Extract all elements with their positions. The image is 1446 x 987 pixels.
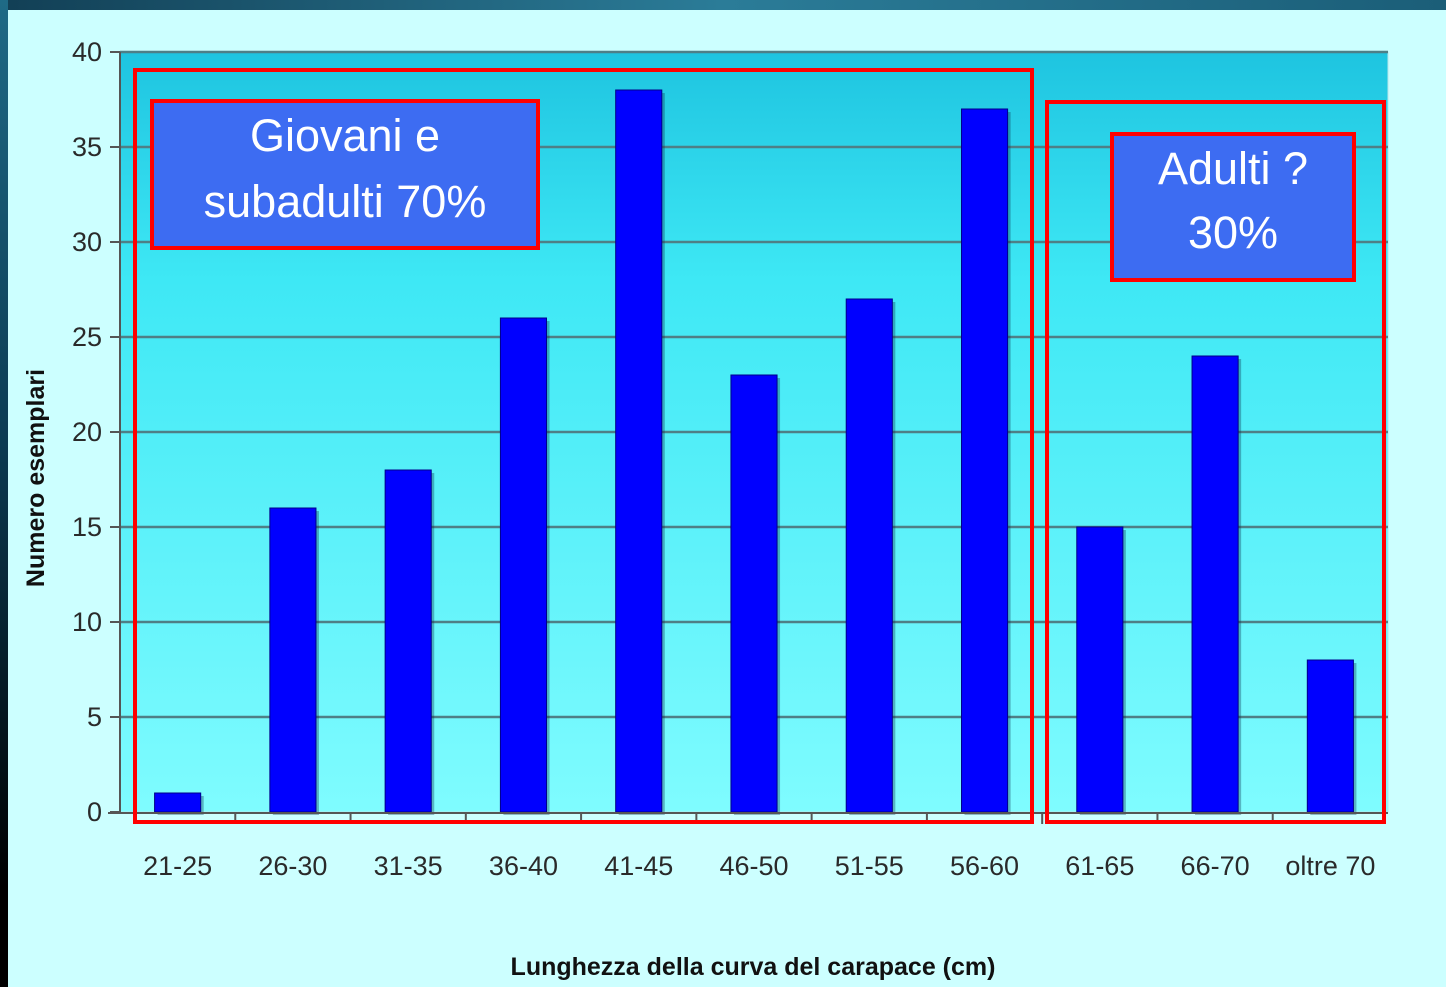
y-tick-label: 10 xyxy=(72,607,102,637)
x-tick-label: 51-55 xyxy=(835,851,904,881)
x-tick-label: 46-50 xyxy=(719,851,788,881)
group-young-frame xyxy=(133,68,1034,824)
bar-41-45 xyxy=(615,89,663,813)
group-young-subadult: Giovani e subadulti 70% xyxy=(133,68,1034,824)
bar-61-65 xyxy=(1076,526,1124,813)
group-adult-label-line1: Adulti ? xyxy=(1158,143,1308,194)
x-tick-label: oltre 70 xyxy=(1285,851,1375,881)
y-tick-label: 15 xyxy=(72,512,102,542)
y-tick-label: 20 xyxy=(72,417,102,447)
y-tick-label: 25 xyxy=(72,322,102,352)
group-adult-frame xyxy=(1045,100,1386,824)
bar-26-30 xyxy=(269,507,317,813)
y-tick-label: 30 xyxy=(72,227,102,257)
y-tick-label: 5 xyxy=(87,702,102,732)
bars xyxy=(154,89,1357,815)
x-tick-label: 26-30 xyxy=(258,851,327,881)
group-young-label-box xyxy=(150,99,540,250)
x-axis-title: Lunghezza della curva del carapace (cm) xyxy=(511,953,996,981)
x-tick-label: 36-40 xyxy=(489,851,558,881)
bar-51-55 xyxy=(845,298,893,813)
group-adult-label-line2: 30% xyxy=(1188,207,1278,258)
y-tick-label: 35 xyxy=(72,132,102,162)
x-axis-ticks: 21-25 26-30 31-35 36-40 41-45 46-50 51-55 56-60… xyxy=(143,812,1375,881)
bar-46-50 xyxy=(730,374,778,813)
bar-21-25 xyxy=(154,792,202,813)
y-axis-title: Numero esemplari xyxy=(22,369,50,587)
frame-top-border xyxy=(0,0,1446,10)
y-axis-ticks: 0 5 10 15 20 25 30 35 40 xyxy=(72,37,120,827)
group-adult: Adulti ? 30% xyxy=(1045,100,1386,824)
group-young-label-line2: subadulti 70% xyxy=(204,176,487,227)
x-tick-label: 61-65 xyxy=(1065,851,1134,881)
y-tick-label: 0 xyxy=(87,797,102,827)
bar-56-60 xyxy=(960,108,1009,813)
group-young-label-line1: Giovani e xyxy=(250,110,440,161)
x-tick-label: 56-60 xyxy=(950,851,1019,881)
y-tick-label: 40 xyxy=(72,37,102,67)
group-adult-label-box xyxy=(1110,132,1356,282)
x-tick-label: 41-45 xyxy=(604,851,673,881)
x-tick-label: 31-35 xyxy=(374,851,443,881)
x-tick-label: 21-25 xyxy=(143,851,212,881)
bar-36-40 xyxy=(499,317,548,813)
bar-66-70 xyxy=(1191,355,1239,813)
x-tick-label: 66-70 xyxy=(1181,851,1250,881)
frame-left-border xyxy=(0,0,8,987)
bar-oltre 70 xyxy=(1306,659,1354,813)
bar-31-35 xyxy=(384,469,432,813)
